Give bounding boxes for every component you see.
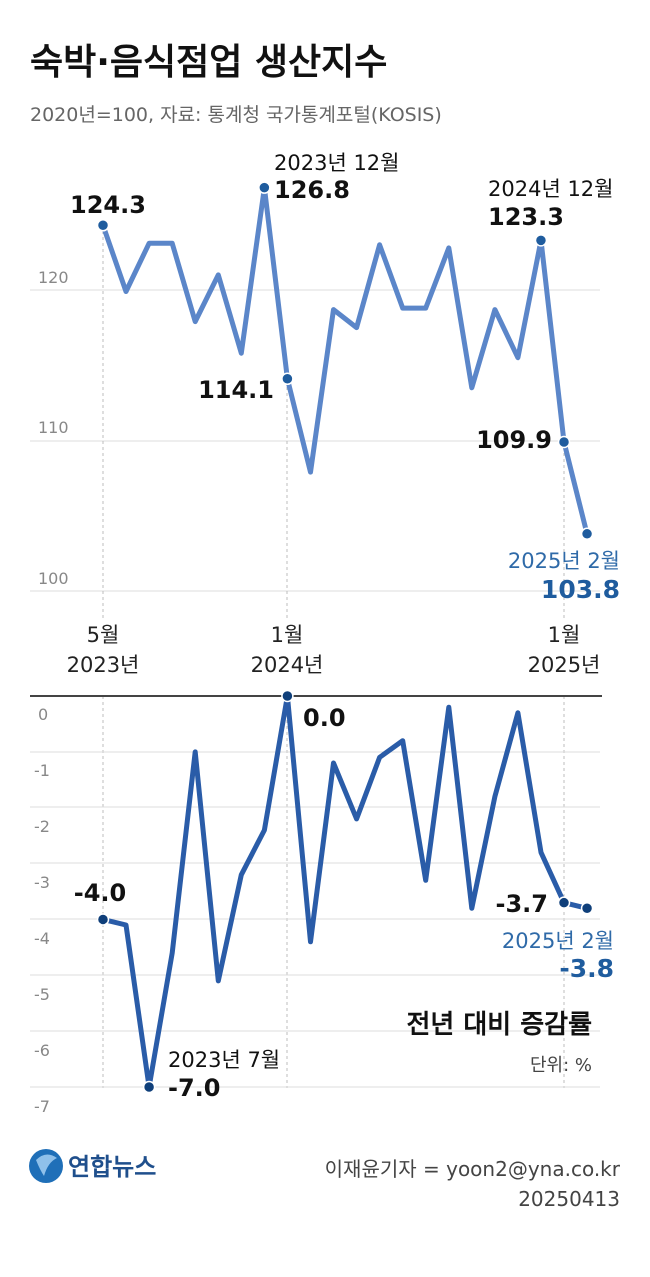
xtick-month-2025: 1월 — [548, 623, 581, 647]
top-point-2025-01 — [557, 435, 571, 449]
bottom-label-jan2025: -3.7 — [496, 890, 548, 918]
bottom-yticks: 0 -1 -2 -3 -4 -5 -6 -7 — [34, 705, 50, 1116]
bottom-point-2024-01 — [281, 689, 294, 703]
page-subtitle: 2020년=100, 자료: 통계청 국가통계포털(KOSIS) — [30, 104, 442, 126]
top-label-peak-date: 2023년 12월 — [274, 151, 399, 175]
guide-lines — [102, 225, 565, 1088]
top-series-line — [100, 185, 590, 537]
xtick-month-2023: 5월 — [87, 623, 120, 647]
bottom-label-low-value: -7.0 — [168, 1074, 220, 1102]
top-label-dec2024-date: 2024년 12월 — [488, 177, 613, 201]
top-point-2023-05 — [96, 219, 110, 232]
top-ytick-110: 110 — [38, 418, 69, 437]
xtick-year-2023: 2023년 — [67, 653, 140, 677]
bottom-point-2025-02 — [580, 902, 594, 915]
xtick-month-2024: 1월 — [271, 623, 304, 647]
yonhap-logo: 연합뉴스 — [29, 1149, 156, 1183]
top-label-peak-value: 126.8 — [274, 176, 350, 204]
xtick-year-2025: 2025년 — [528, 653, 601, 677]
bottom-point-2025-01 — [557, 896, 571, 909]
top-label-jan2024: 114.1 — [198, 376, 274, 404]
bottom-label-last-date: 2025년 2월 — [502, 929, 614, 953]
xtick-year-2024: 2024년 — [251, 653, 324, 677]
bottom-point-2023-07 — [142, 1080, 156, 1094]
page-title: 숙박·음식점업 생산지수 — [30, 42, 387, 83]
bottom-ytick-5: -5 — [34, 985, 50, 1004]
bottom-label-low-date: 2023년 7월 — [168, 1048, 280, 1072]
bottom-ytick-3: -3 — [34, 873, 50, 892]
bottom-label-jan2024: 0.0 — [303, 704, 346, 732]
top-label-last-date: 2025년 2월 — [508, 549, 620, 573]
bottom-ytick-2: -2 — [34, 817, 50, 836]
top-label-last-value: 103.8 — [541, 575, 620, 604]
top-markers — [96, 181, 594, 541]
top-label-jan2025: 109.9 — [476, 426, 552, 454]
bottom-ytick-7: -7 — [34, 1097, 50, 1116]
top-point-2023-12 — [258, 181, 271, 194]
bottom-chart-title: 전년 대비 증감률 — [406, 1010, 592, 1040]
bottom-ytick-4: -4 — [34, 929, 50, 948]
bottom-ytick-0: 0 — [38, 705, 48, 724]
top-ytick-100: 100 — [38, 569, 69, 588]
bottom-ytick-1: -1 — [34, 761, 50, 780]
publish-date: 20250413 — [518, 1187, 620, 1211]
yonhap-logo-text: 연합뉴스 — [68, 1153, 156, 1181]
reporter-credit: 이재윤기자 = yoon2@yna.co.kr — [325, 1157, 621, 1181]
top-point-2025-02 — [580, 527, 594, 541]
top-point-2024-12 — [534, 234, 548, 247]
bottom-series-line — [100, 693, 590, 1090]
top-label-dec2024-value: 123.3 — [488, 203, 564, 231]
top-label-start: 124.3 — [70, 191, 146, 219]
bottom-markers — [96, 689, 594, 1094]
top-point-2024-01 — [281, 372, 294, 386]
bottom-point-2023-05 — [96, 913, 110, 926]
bottom-label-last-value: -3.8 — [559, 954, 614, 983]
bottom-chart-unit: 단위: % — [530, 1055, 592, 1076]
bottom-ytick-6: -6 — [34, 1041, 50, 1060]
bottom-label-start: -4.0 — [74, 879, 126, 907]
top-ytick-120: 120 — [38, 268, 69, 287]
